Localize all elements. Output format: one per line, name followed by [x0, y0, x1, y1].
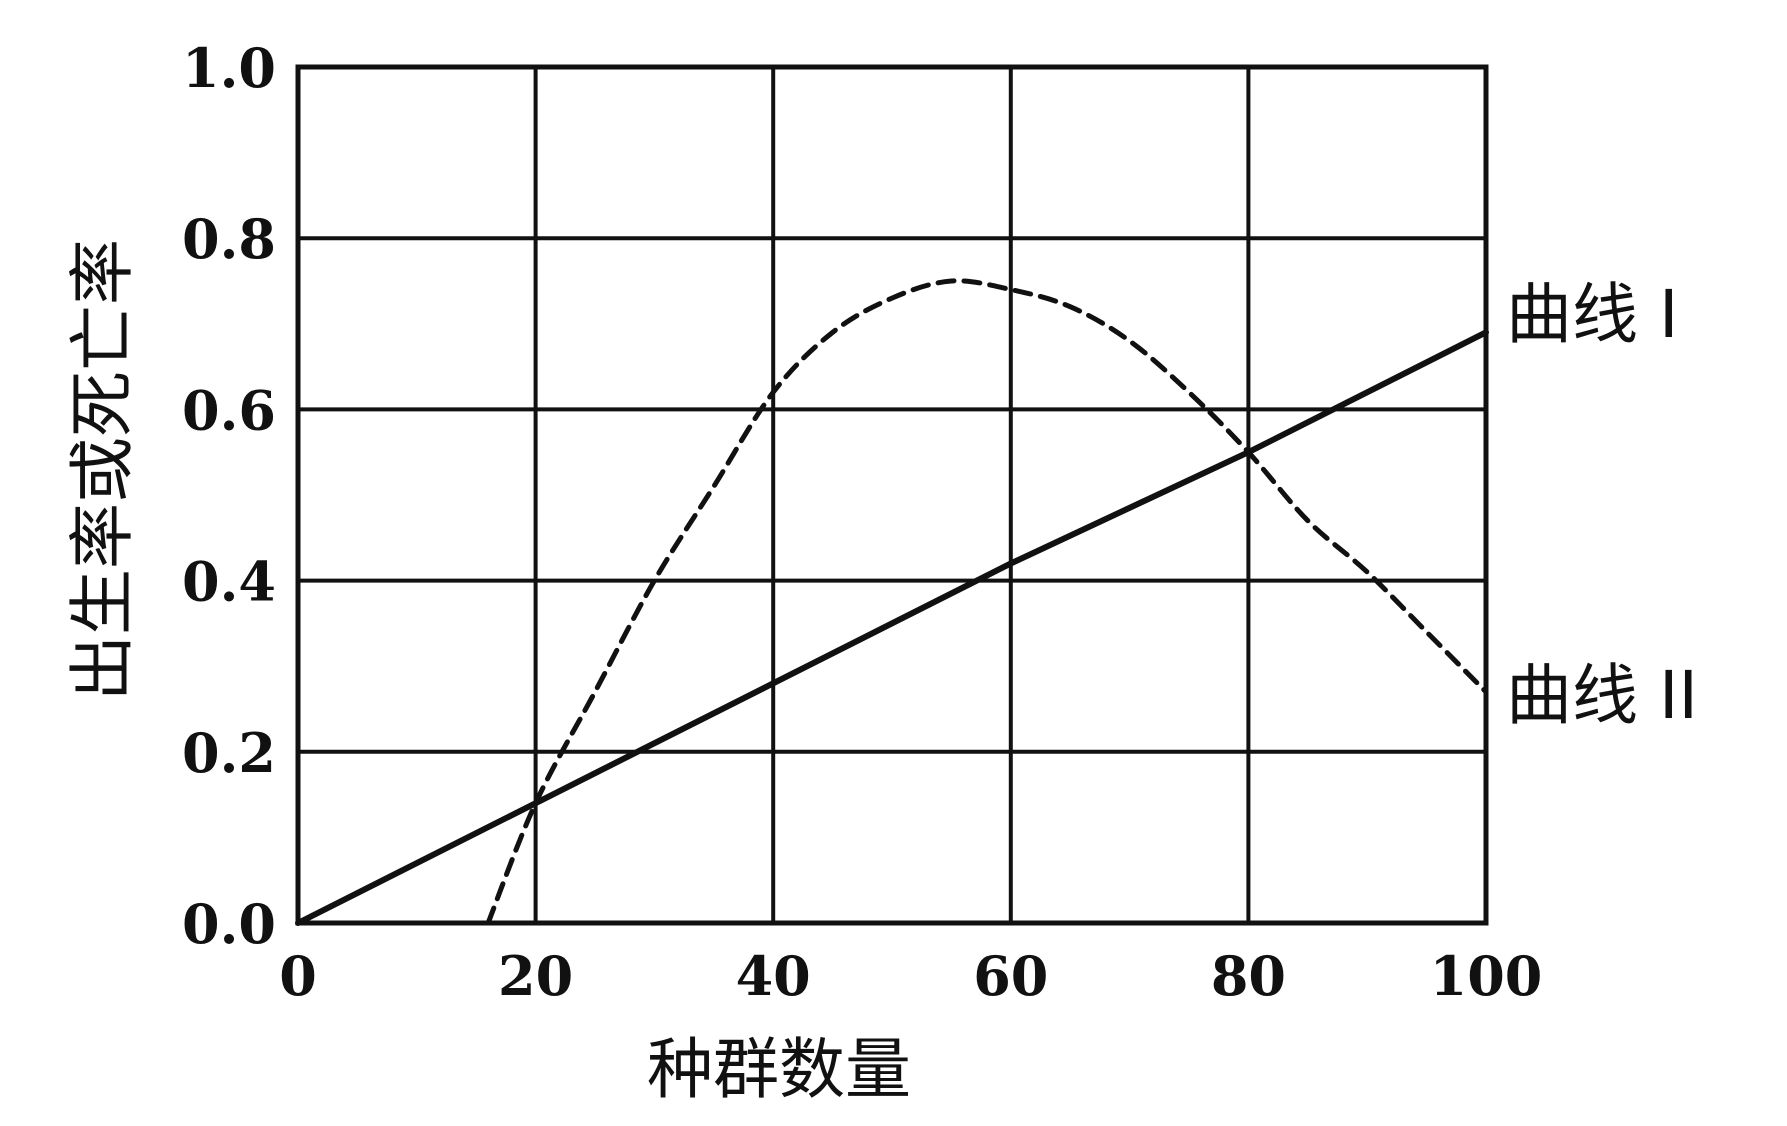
y-tick-label: 0.2 — [182, 721, 276, 785]
series-label-curve-2: 曲线 II — [1506, 657, 1698, 734]
y-tick-label: 0.6 — [182, 378, 276, 442]
series-lines — [295, 278, 1489, 926]
series-line-curve-1 — [295, 329, 1489, 926]
grid-lines — [296, 65, 1488, 925]
tick-labels: 0 20 40 60 80 100 0.0 0.2 0.4 0.6 0.8 1.0 — [182, 36, 1542, 1008]
plot-frame — [295, 64, 1489, 926]
series-label-curve-1: 曲线 I — [1506, 276, 1678, 353]
x-tick-label: 20 — [498, 944, 573, 1008]
y-tick-label: 0.4 — [182, 550, 276, 614]
x-tick-label: 100 — [1430, 944, 1543, 1008]
series-line-curve-2 — [485, 278, 1489, 926]
y-tick-label: 0.8 — [182, 207, 276, 271]
y-axis-title: 出生率或死亡率 — [64, 239, 141, 701]
x-tick-label: 80 — [1211, 944, 1286, 1008]
x-axis-title: 种群数量 — [647, 1031, 911, 1108]
y-tick-label: 0.0 — [182, 892, 276, 956]
x-tick-label: 40 — [736, 944, 811, 1008]
x-tick-label: 60 — [973, 944, 1048, 1008]
y-tick-label: 1.0 — [182, 36, 276, 100]
x-tick-label: 0 — [279, 944, 317, 1008]
